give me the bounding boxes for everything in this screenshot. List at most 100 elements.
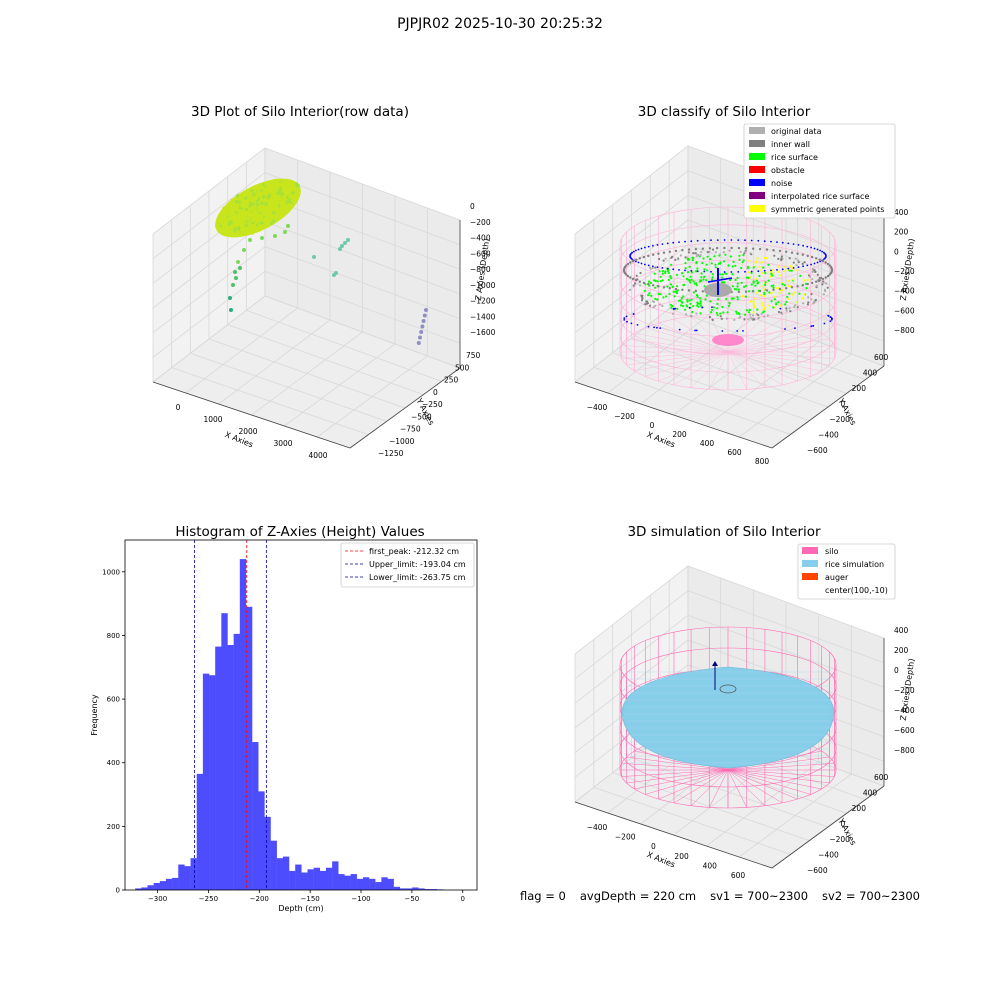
- data-point: [742, 330, 744, 332]
- data-point: [245, 212, 249, 216]
- data-point: [717, 298, 719, 300]
- data-point: [641, 263, 643, 265]
- legend-swatch: [749, 140, 765, 147]
- data-point: [759, 290, 761, 292]
- data-point: [423, 314, 427, 318]
- plot-frame: [125, 540, 477, 890]
- data-point: [823, 293, 825, 295]
- data-point: [743, 286, 745, 288]
- data-point: [667, 268, 669, 270]
- data-point: [235, 200, 239, 204]
- x-tick-label: 400: [700, 439, 715, 448]
- z-tick-label: 400: [894, 626, 909, 635]
- data-point: [773, 255, 775, 257]
- data-point: [733, 319, 735, 321]
- data-point: [676, 308, 678, 310]
- data-point: [762, 309, 764, 311]
- data-point: [796, 269, 798, 271]
- data-point: [652, 245, 654, 247]
- x-tick-label: 200: [674, 852, 689, 861]
- legend-label: silo: [825, 547, 839, 556]
- legend-label: original data: [771, 127, 822, 136]
- data-point: [738, 289, 740, 291]
- data-point: [343, 241, 347, 245]
- data-point: [670, 283, 672, 285]
- data-point: [771, 292, 773, 294]
- data-point: [684, 262, 686, 264]
- data-point: [702, 290, 704, 292]
- data-point: [696, 284, 698, 286]
- legend-swatch: [802, 573, 818, 580]
- data-point: [820, 277, 822, 279]
- data-point: [681, 297, 683, 299]
- data-point: [667, 243, 669, 245]
- data-point: [755, 262, 757, 264]
- data-point: [748, 290, 750, 292]
- data-point: [688, 299, 690, 301]
- data-point: [653, 279, 655, 281]
- data-point: [781, 283, 783, 285]
- data-point: [703, 240, 705, 242]
- data-point: [634, 282, 636, 284]
- data-point: [660, 276, 662, 278]
- histogram-bar: [295, 865, 301, 890]
- data-point: [757, 240, 759, 242]
- data-point: [690, 279, 692, 281]
- histogram-bar: [326, 868, 332, 890]
- data-point: [733, 297, 735, 299]
- data-point: [720, 315, 722, 317]
- data-point: [641, 296, 643, 298]
- data-point: [713, 255, 715, 257]
- data-point: [236, 194, 240, 198]
- y-tick-label: −1000: [389, 437, 415, 446]
- data-point: [731, 271, 733, 273]
- x-tick-label: 2000: [238, 427, 257, 436]
- data-point: [672, 242, 674, 244]
- data-point: [787, 268, 789, 270]
- data-point: [639, 281, 641, 283]
- data-point: [831, 318, 833, 320]
- histogram-bar: [154, 883, 160, 890]
- data-point: [623, 319, 625, 321]
- data-point: [827, 287, 829, 289]
- data-point: [758, 266, 760, 268]
- x-tick-label: −100: [351, 895, 370, 903]
- data-point: [769, 276, 771, 278]
- data-point: [811, 271, 813, 273]
- data-point: [749, 309, 751, 311]
- data-point: [738, 313, 740, 315]
- data-point: [703, 276, 705, 278]
- data-point: [672, 268, 674, 270]
- data-point: [815, 281, 817, 283]
- data-point: [810, 264, 812, 266]
- data-point: [761, 302, 763, 304]
- data-point: [702, 307, 704, 309]
- data-point: [654, 273, 656, 275]
- legend-label: Upper_limit: -193.04 cm: [369, 560, 466, 569]
- data-point: [700, 276, 702, 278]
- data-point: [737, 271, 739, 273]
- data-point: [652, 265, 654, 267]
- data-point: [732, 265, 734, 267]
- data-point: [668, 272, 670, 274]
- data-point: [688, 251, 690, 253]
- data-point: [702, 278, 704, 280]
- data-point: [707, 256, 709, 258]
- data-point: [781, 255, 783, 257]
- data-point: [721, 306, 723, 308]
- data-point: [639, 284, 641, 286]
- y-tick-label: 600: [874, 773, 889, 782]
- data-point: [684, 241, 686, 243]
- raw-data-3d-plot: 010002000300040007505002500−250−500−750−…: [153, 148, 496, 460]
- data-point: [764, 240, 766, 242]
- legend-swatch: [749, 205, 765, 212]
- y-tick-label: 750: [466, 351, 481, 360]
- data-point: [312, 255, 316, 259]
- data-point: [231, 283, 235, 287]
- data-point: [265, 182, 269, 186]
- data-point: [738, 255, 740, 257]
- data-point: [648, 326, 650, 328]
- x-tick-label: 200: [672, 430, 687, 439]
- legend-swatch: [749, 153, 765, 160]
- data-point: [657, 244, 659, 246]
